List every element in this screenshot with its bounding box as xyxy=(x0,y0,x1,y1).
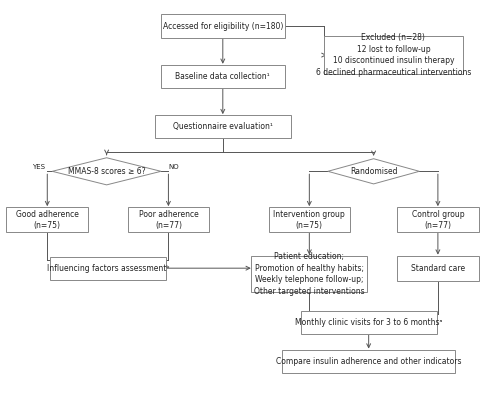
FancyBboxPatch shape xyxy=(161,65,284,88)
Polygon shape xyxy=(328,159,420,184)
FancyBboxPatch shape xyxy=(300,311,436,334)
Text: Standard care: Standard care xyxy=(411,264,465,273)
FancyBboxPatch shape xyxy=(282,349,455,373)
Text: Monthly clinic visits for 3 to 6 monthsᵃ: Monthly clinic visits for 3 to 6 monthsᵃ xyxy=(295,318,442,327)
Text: Compare insulin adherence and other indicators: Compare insulin adherence and other indi… xyxy=(276,357,462,365)
FancyBboxPatch shape xyxy=(397,207,478,232)
Text: Intervention group
(n=75): Intervention group (n=75) xyxy=(274,209,345,230)
Polygon shape xyxy=(52,158,161,185)
Text: Control group
(n=77): Control group (n=77) xyxy=(412,209,464,230)
FancyBboxPatch shape xyxy=(268,207,350,232)
Text: Questionnaire evaluation¹: Questionnaire evaluation¹ xyxy=(173,122,272,131)
Text: Poor adherence
(n=77): Poor adherence (n=77) xyxy=(138,209,198,230)
FancyBboxPatch shape xyxy=(324,36,462,74)
Text: Patient education;
Promotion of healthy habits;
Weekly telephone follow-up;
Othe: Patient education; Promotion of healthy … xyxy=(254,252,364,296)
FancyBboxPatch shape xyxy=(6,207,88,232)
FancyBboxPatch shape xyxy=(161,15,284,38)
Text: Accessed for eligibility (n=180): Accessed for eligibility (n=180) xyxy=(162,22,283,31)
Text: MMAS-8 scores ≥ 6?: MMAS-8 scores ≥ 6? xyxy=(68,167,146,176)
Text: Randomised: Randomised xyxy=(350,167,398,176)
Text: YES: YES xyxy=(32,163,45,170)
Text: NO: NO xyxy=(168,163,179,170)
FancyBboxPatch shape xyxy=(251,255,368,292)
FancyBboxPatch shape xyxy=(50,257,166,280)
FancyBboxPatch shape xyxy=(397,255,478,281)
FancyBboxPatch shape xyxy=(128,207,209,232)
Text: Influencing factors assessmentᵇ: Influencing factors assessmentᵇ xyxy=(47,264,170,273)
Text: Good adherence
(n=75): Good adherence (n=75) xyxy=(16,209,78,230)
Text: Baseline data collection¹: Baseline data collection¹ xyxy=(176,72,270,81)
Text: Excluded (n=28)
12 lost to follow-up
10 discontinued insulin therapy
6 declined : Excluded (n=28) 12 lost to follow-up 10 … xyxy=(316,33,471,77)
FancyBboxPatch shape xyxy=(155,115,291,138)
